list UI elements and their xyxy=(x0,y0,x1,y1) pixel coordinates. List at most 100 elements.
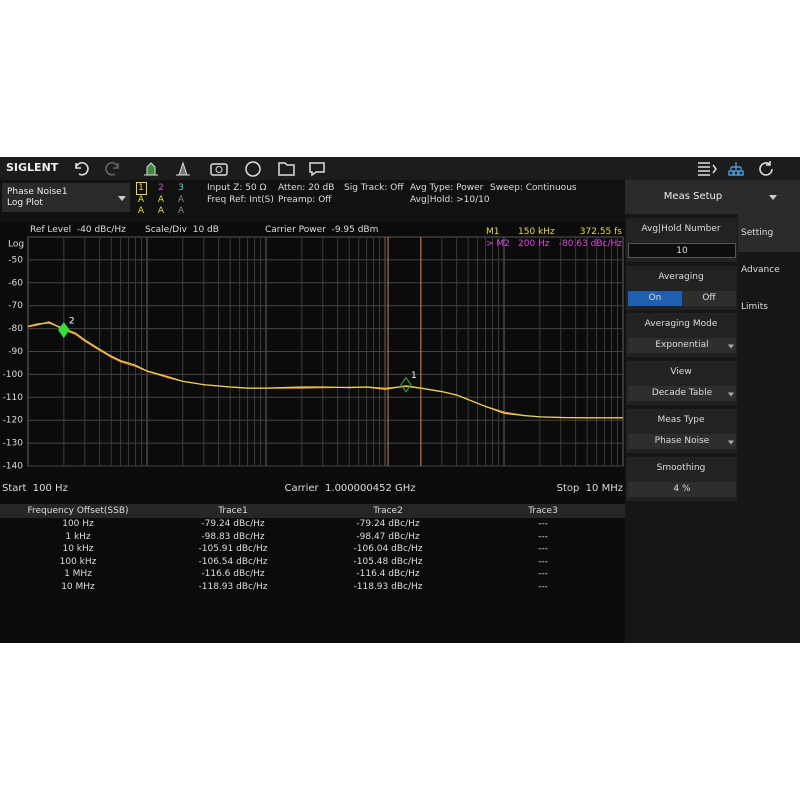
dropdown-arrow xyxy=(118,196,126,201)
trace xyxy=(27,322,623,419)
y-tick-label: -90 xyxy=(8,347,23,357)
table-cell: -98.47 dBc/Hz xyxy=(356,531,420,542)
table-cell: -79.24 dBc/Hz xyxy=(201,519,265,529)
trace-mode: A xyxy=(137,195,145,205)
toolbar-icons xyxy=(75,161,773,177)
y-tick-label: -130 xyxy=(3,439,24,449)
table-cell: 10 kHz xyxy=(62,544,94,554)
trace xyxy=(27,321,624,419)
setting-title: View xyxy=(670,367,692,378)
carrier-power: Carrier Power -9.95 dBm xyxy=(265,225,379,235)
y-axis-label: Log xyxy=(8,240,24,250)
dropdown-arrow xyxy=(727,392,735,397)
y-tick-label: -110 xyxy=(3,393,24,403)
panel-arrow[interactable] xyxy=(769,195,777,200)
marker-y: 372.55 fs xyxy=(579,227,622,237)
trace-mode: A xyxy=(157,195,165,205)
setting-info: Sig Track: Off xyxy=(344,183,404,193)
y-tick-label: -60 xyxy=(8,278,23,288)
setting-title: Averaging xyxy=(658,271,704,282)
setting-title: Avg|Hold Number xyxy=(641,224,721,234)
table-cell: --- xyxy=(538,569,548,579)
setting-value[interactable]: 4 % xyxy=(628,481,736,497)
view-name: Log Plot xyxy=(7,198,43,208)
table-cell: 1 kHz xyxy=(65,531,91,542)
dropdown-arrow xyxy=(727,440,735,445)
undo-button[interactable] xyxy=(75,161,89,176)
y-tick-label: -140 xyxy=(3,462,24,472)
setting-value[interactable]: Phase Noise xyxy=(628,433,736,449)
stop-freq: Stop 10 MHz xyxy=(556,483,623,494)
y-tick-label: -120 xyxy=(3,416,24,426)
table-cell: -106.54 dBc/Hz xyxy=(198,556,268,567)
redo-button[interactable] xyxy=(105,161,119,176)
table-cell: --- xyxy=(538,581,548,592)
marker-name: M1 xyxy=(486,227,500,237)
table-cell: -105.91 dBc/Hz xyxy=(198,544,268,554)
marker-label: 2 xyxy=(69,317,75,327)
toolbar xyxy=(0,157,800,180)
setting-info: Avg|Hold: >10/10 xyxy=(410,195,490,205)
panel-tab[interactable]: Limits xyxy=(741,302,768,312)
setting-info: Atten: 20 dB xyxy=(278,183,335,193)
marker-name: > M2 xyxy=(486,239,510,249)
setting-value[interactable]: Exponential xyxy=(628,338,736,354)
menu-button[interactable] xyxy=(698,162,717,176)
panel-tab[interactable]: Advance xyxy=(741,265,780,275)
panel-title: Meas Setup xyxy=(663,191,723,202)
active-tab xyxy=(738,214,800,252)
network-button[interactable] xyxy=(728,162,744,176)
help-button[interactable] xyxy=(245,161,261,177)
table-header: Trace3 xyxy=(528,506,558,516)
table-header: Trace1 xyxy=(218,506,248,516)
setting-info: Avg Type: Power xyxy=(410,183,484,193)
table-cell: 100 Hz xyxy=(62,519,94,529)
table-cell: -118.93 dBc/Hz xyxy=(353,581,423,592)
table-cell: --- xyxy=(538,519,548,529)
start-freq: Start 100 Hz xyxy=(2,483,68,494)
table-header: Frequency Offset(SSB) xyxy=(27,506,129,516)
table-cell: --- xyxy=(538,556,548,567)
table-cell: 100 kHz xyxy=(59,556,97,567)
trace-mode: A xyxy=(137,206,145,216)
trace-mode: A xyxy=(177,195,185,205)
reset-button[interactable] xyxy=(759,161,773,176)
marker-button[interactable] xyxy=(176,161,190,176)
setting-info: Sweep: Continuous xyxy=(490,183,577,193)
marker-x: 200 Hz xyxy=(518,239,550,249)
setting-title: Smoothing xyxy=(656,462,706,473)
file-button[interactable] xyxy=(278,162,295,176)
y-tick-label: -70 xyxy=(8,301,23,311)
marker-x: 150 kHz xyxy=(518,227,555,237)
table-cell: -98.83 dBc/Hz xyxy=(201,531,265,542)
table-cell: --- xyxy=(538,531,548,542)
setting-option[interactable]: Off xyxy=(682,290,736,306)
y-tick-label: -80 xyxy=(8,324,23,334)
setting-value[interactable]: 10 xyxy=(628,243,736,258)
scale-div: Scale/Div 10 dB xyxy=(145,225,219,235)
mode-selector[interactable] xyxy=(2,183,130,212)
table-cell: --- xyxy=(538,544,548,554)
setting-info: Freq Ref: Int(S) xyxy=(207,195,274,205)
setting-info: Preamp: Off xyxy=(278,195,332,205)
y-tick-label: -50 xyxy=(8,255,23,265)
table-cell: -106.04 dBc/Hz xyxy=(353,544,423,554)
message-button[interactable] xyxy=(309,162,325,177)
table-cell: -105.48 dBc/Hz xyxy=(353,556,423,567)
y-tick-label: -100 xyxy=(3,370,24,380)
panel-tab[interactable]: Setting xyxy=(741,228,774,238)
setting-info: Input Z: 50 Ω xyxy=(207,183,267,193)
trace-mode: A xyxy=(177,206,185,216)
table-cell: -116.6 dBc/Hz xyxy=(201,569,265,579)
plot: Log -50 -60 -70 -80 -90 -100 -110 -120 -130 -140 1 2 xyxy=(3,236,624,472)
marker-label: 1 xyxy=(411,371,417,381)
screenshot-button[interactable] xyxy=(210,163,228,176)
peak-button[interactable] xyxy=(144,162,158,176)
setting-option[interactable]: On xyxy=(628,290,682,306)
table-cell: 1 MHz xyxy=(64,569,92,579)
setting-value[interactable]: Decade Table xyxy=(628,386,736,402)
trace-number: 2 xyxy=(158,183,164,193)
carrier-freq: Carrier 1.000000452 GHz xyxy=(284,483,416,494)
setting-title: Averaging Mode xyxy=(644,319,718,330)
